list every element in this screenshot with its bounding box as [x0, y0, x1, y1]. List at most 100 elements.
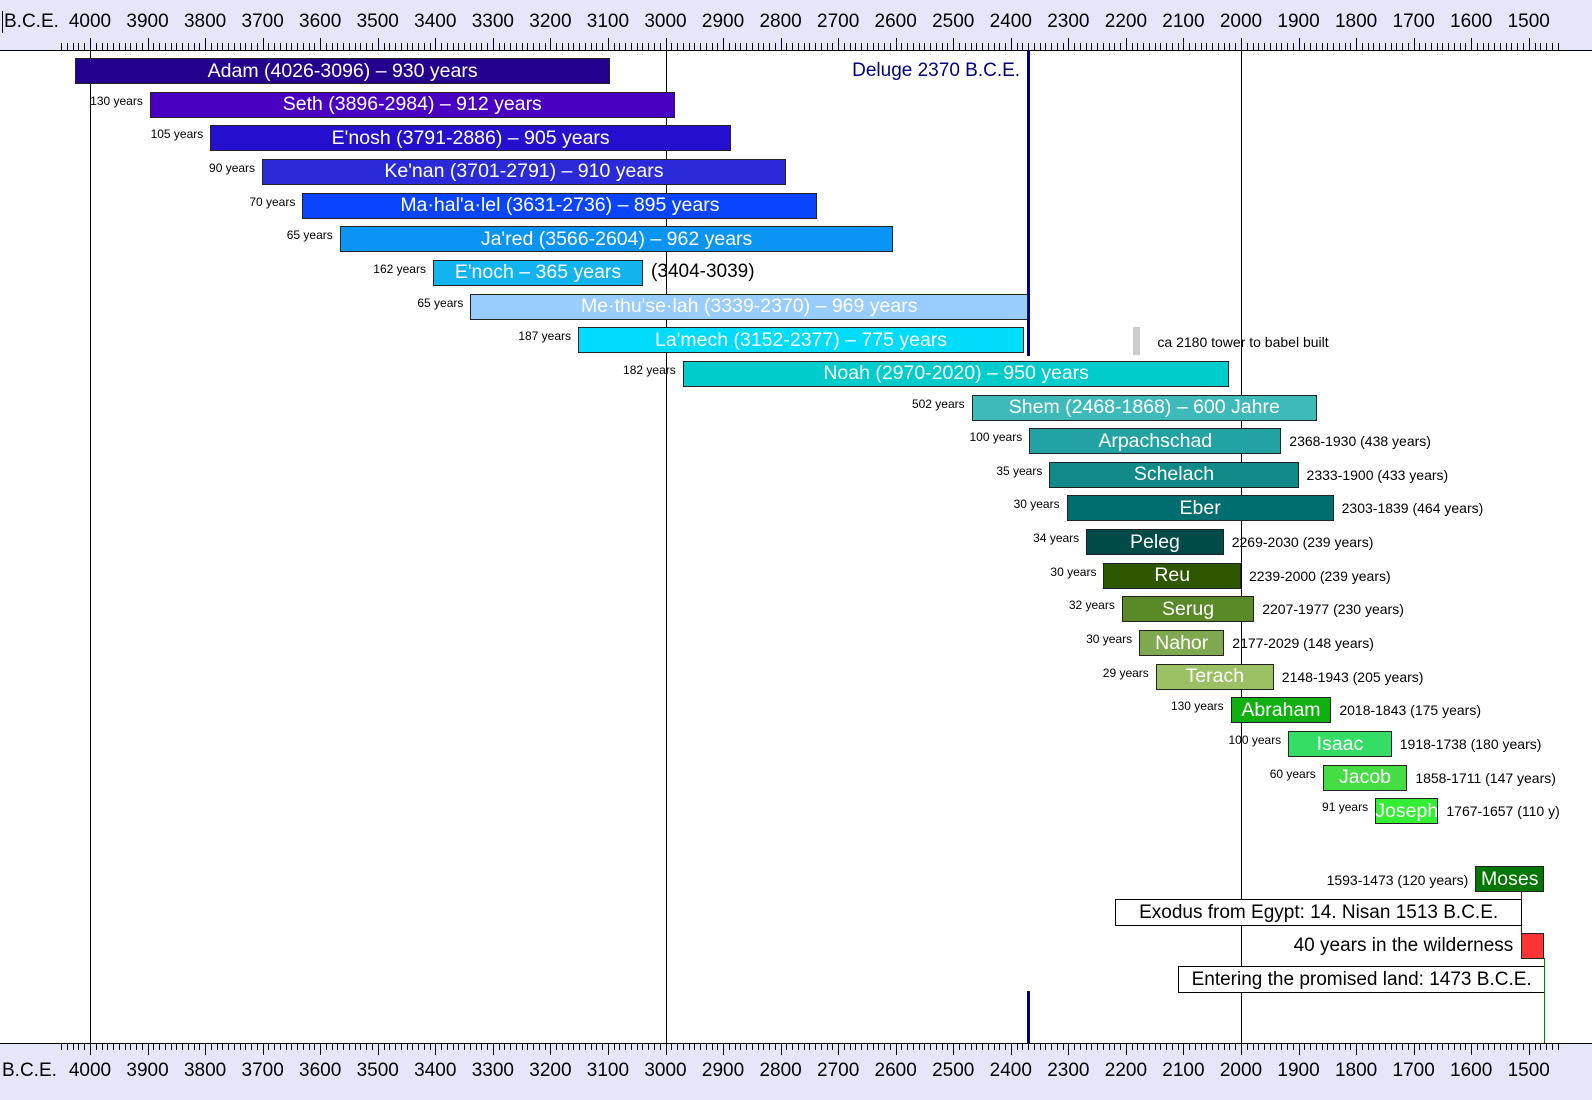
generation-gap-label: 34 years — [1033, 531, 1080, 546]
axis-tick — [308, 1043, 310, 1050]
axis-tick — [1384, 43, 1386, 50]
axis-tick — [1333, 43, 1335, 50]
axis-tick — [147, 1043, 149, 1055]
top-tick-label: 3500 — [356, 11, 399, 32]
lifespan-range-label: 1918-1738 (180 years) — [1399, 736, 1542, 752]
axis-tick — [1246, 43, 1248, 50]
axis-tick — [1459, 1043, 1461, 1050]
axis-tick — [1229, 1043, 1231, 1050]
axis-tick — [1160, 1043, 1162, 1050]
moses-range-label: 1593-1473 (120 years) — [1326, 872, 1469, 888]
axis-tick — [1264, 1043, 1266, 1050]
axis-tick — [1482, 43, 1484, 50]
axis-tick — [544, 1043, 546, 1050]
axis-tick — [423, 43, 425, 50]
axis-tick — [596, 43, 598, 50]
deluge-label: Deluge 2370 B.C.E. — [852, 60, 1021, 81]
axis-tick — [1310, 43, 1312, 50]
generation-gap-label: 90 years — [209, 160, 256, 175]
axis-tick — [884, 43, 886, 50]
axis-tick — [688, 1043, 690, 1050]
axis-tick — [239, 43, 241, 50]
generation-gap-label: 130 years — [1170, 699, 1224, 714]
generation-gap-label: 30 years — [1013, 497, 1060, 512]
axis-tick — [1453, 1043, 1455, 1050]
axis-tick — [320, 1043, 322, 1055]
axis-tick — [78, 43, 80, 50]
reference-line — [1241, 50, 1242, 1043]
axis-tick — [866, 43, 868, 50]
axis-tick — [1350, 1043, 1352, 1050]
axis-tick — [1258, 1043, 1260, 1050]
top-tick-label: 2400 — [989, 11, 1032, 32]
bottom-tick-label: 3000 — [644, 1060, 687, 1081]
axis-tick — [970, 43, 972, 50]
axis-tick — [164, 43, 166, 50]
top-unit-label: B.C.E. — [2, 11, 59, 33]
bottom-tick-label: 1500 — [1507, 1060, 1550, 1081]
axis-tick — [1056, 43, 1058, 50]
axis-tick — [1281, 1043, 1283, 1050]
axis-tick — [1315, 43, 1317, 50]
top-tick-label: 2200 — [1104, 11, 1148, 32]
axis-tick — [1217, 43, 1219, 50]
axis-tick — [918, 1043, 920, 1050]
axis-tick — [1546, 1043, 1547, 1050]
axis-tick — [935, 43, 937, 50]
axis-tick — [164, 1043, 166, 1050]
axis-tick — [1120, 1043, 1122, 1050]
lifespan-bar: Peleg — [1086, 529, 1224, 556]
lifespan-bar: Arpachschad — [1029, 428, 1282, 455]
lifespan-range-label: (3404-3039) — [651, 260, 755, 282]
axis-tick — [1315, 1043, 1317, 1050]
axis-tick — [1373, 1043, 1375, 1050]
axis-tick — [1465, 1043, 1467, 1050]
axis-tick — [90, 1043, 91, 1055]
axis-tick — [1517, 43, 1519, 50]
axis-tick — [872, 1043, 874, 1050]
axis-tick — [573, 43, 575, 50]
axis-tick — [728, 43, 730, 50]
axis-tick — [1505, 1043, 1507, 1050]
lifespan-range-label: 2018-1843 (175 years) — [1339, 702, 1481, 719]
axis-tick — [101, 43, 103, 50]
top-tick-label: 2800 — [759, 11, 802, 32]
axis-tick — [170, 43, 172, 50]
axis-tick — [941, 1043, 943, 1050]
axis-tick — [1350, 43, 1352, 50]
axis-tick — [1241, 1043, 1242, 1055]
lifespan-range-label: 2333-1900 (433 years) — [1306, 466, 1449, 483]
axis-tick — [573, 1043, 575, 1050]
axis-tick — [325, 1043, 327, 1050]
axis-tick — [918, 43, 920, 50]
axis-tick — [1010, 38, 1012, 50]
axis-tick — [976, 43, 978, 50]
top-tick-label: 2300 — [1047, 11, 1090, 32]
lifespan-bar: Seth (3896-2984) – 912 years — [149, 91, 675, 118]
axis-tick — [1177, 43, 1179, 50]
axis-tick — [625, 43, 627, 50]
lifespan-bar: Ja'red (3566-2604) – 962 years — [339, 226, 894, 253]
axis-tick — [1235, 1043, 1237, 1050]
axis-tick — [1425, 43, 1427, 50]
generation-gap-label: 130 years — [90, 93, 143, 108]
axis-tick — [113, 43, 115, 50]
axis-tick — [1114, 43, 1116, 50]
moses-bar: Moses — [1475, 866, 1545, 892]
axis-tick — [947, 43, 949, 50]
axis-tick — [1540, 1043, 1542, 1050]
axis-tick — [274, 1043, 276, 1050]
axis-tick — [895, 1043, 897, 1055]
axis-tick — [66, 43, 68, 50]
axis-tick — [630, 43, 632, 50]
axis-tick — [884, 1043, 886, 1050]
axis-tick — [590, 1043, 592, 1050]
axis-tick — [182, 43, 184, 50]
axis-tick — [746, 1043, 748, 1050]
axis-tick — [1229, 43, 1231, 50]
axis-tick — [1471, 38, 1473, 50]
axis-tick — [561, 1043, 563, 1050]
axis-tick — [452, 43, 454, 50]
axis-tick — [400, 43, 402, 50]
axis-tick — [803, 1043, 805, 1050]
